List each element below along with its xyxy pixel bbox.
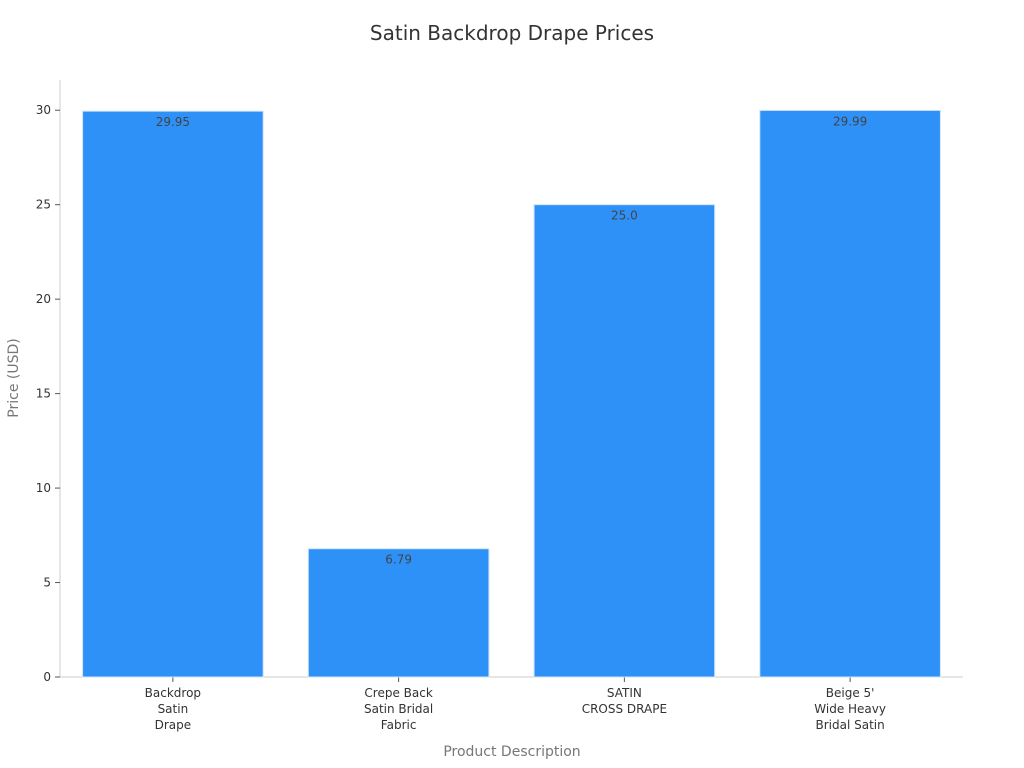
bar: [759, 109, 941, 678]
bar-value-label: 6.79: [385, 553, 412, 567]
y-tick-label: 15: [36, 387, 51, 401]
x-tick-label-line: Beige 5': [826, 686, 875, 700]
x-tick-label: Backdrop Satin Drape: [145, 686, 201, 732]
bar: [82, 110, 264, 678]
bar: [533, 204, 716, 678]
x-axis: [60, 676, 963, 682]
y-tick-label: 25: [36, 198, 51, 212]
x-tick-label-line: Satin: [158, 702, 189, 716]
x-tick-label-line: Bridal Satin: [816, 718, 885, 732]
x-tick-label: Beige 5' Wide Heavy Bridal Satin: [814, 686, 886, 732]
y-tick-label: 5: [43, 576, 51, 590]
x-tick-label-line: Wide Heavy: [814, 702, 886, 716]
x-tick-label-line: Satin Bridal: [364, 702, 433, 716]
y-axis: 0 5 10 15 20 25 30: [36, 80, 61, 684]
x-tick-label: Crepe Back Satin Bridal Fabric: [364, 686, 433, 732]
bar-value-label: 29.99: [833, 114, 867, 128]
y-tick-label: 20: [36, 292, 51, 306]
y-tick-label: 10: [36, 481, 51, 495]
x-tick-label: SATIN CROSS DRAPE: [582, 686, 667, 716]
y-tick-label: 0: [43, 670, 51, 684]
x-tick-label-line: Backdrop: [145, 686, 201, 700]
bar: [307, 548, 490, 678]
x-tick-label-line: CROSS DRAPE: [582, 702, 667, 716]
bar-value-label: 29.95: [156, 115, 190, 129]
x-tick-label-line: SATIN: [607, 686, 642, 700]
category-labels-group: Backdrop Satin Drape Crepe Back Satin Bridal…: [145, 686, 886, 732]
bar-value-label: 25.0: [611, 209, 638, 223]
x-tick-label-line: Crepe Back: [364, 686, 432, 700]
x-tick-label-line: Fabric: [381, 718, 417, 732]
bars-group: [82, 109, 941, 678]
data-labels-group: 29.95 6.79 25.0 29.99: [156, 114, 868, 566]
y-axis-label: Price (USD): [6, 338, 22, 417]
chart-title: Satin Backdrop Drape Prices: [370, 21, 654, 45]
x-tick-label-line: Drape: [155, 718, 192, 732]
x-axis-label: Product Description: [443, 744, 580, 760]
y-tick-label: 30: [36, 103, 51, 117]
